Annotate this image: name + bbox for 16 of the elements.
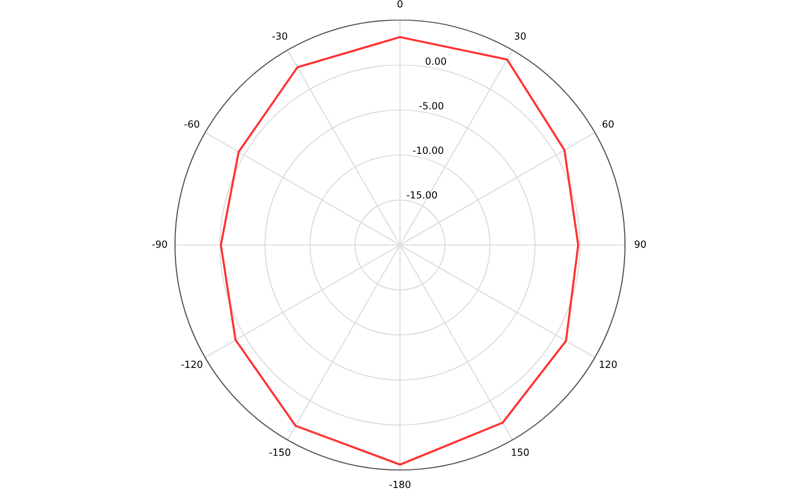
spoke-label: 60 xyxy=(602,120,614,128)
spoke-label: 120 xyxy=(600,360,617,368)
spoke-label: -180 xyxy=(389,480,410,488)
spoke-label: -30 xyxy=(272,32,288,40)
y-tick-label: 0.00 xyxy=(426,58,446,65)
spoke-label: 90 xyxy=(634,240,646,248)
y-tick-label: -10.00 xyxy=(413,146,444,154)
spoke-label: -90 xyxy=(152,240,168,248)
spoke-label: 0 xyxy=(398,0,402,8)
y-tick-label: -15.00 xyxy=(406,191,437,199)
spoke-label: 30 xyxy=(514,32,526,40)
spoke-label: -60 xyxy=(184,120,200,128)
y-tick-label: -5.00 xyxy=(419,102,444,110)
spoke-label: -120 xyxy=(181,360,202,368)
spoke-label: -150 xyxy=(269,448,290,456)
spoke-label: 150 xyxy=(512,448,529,456)
